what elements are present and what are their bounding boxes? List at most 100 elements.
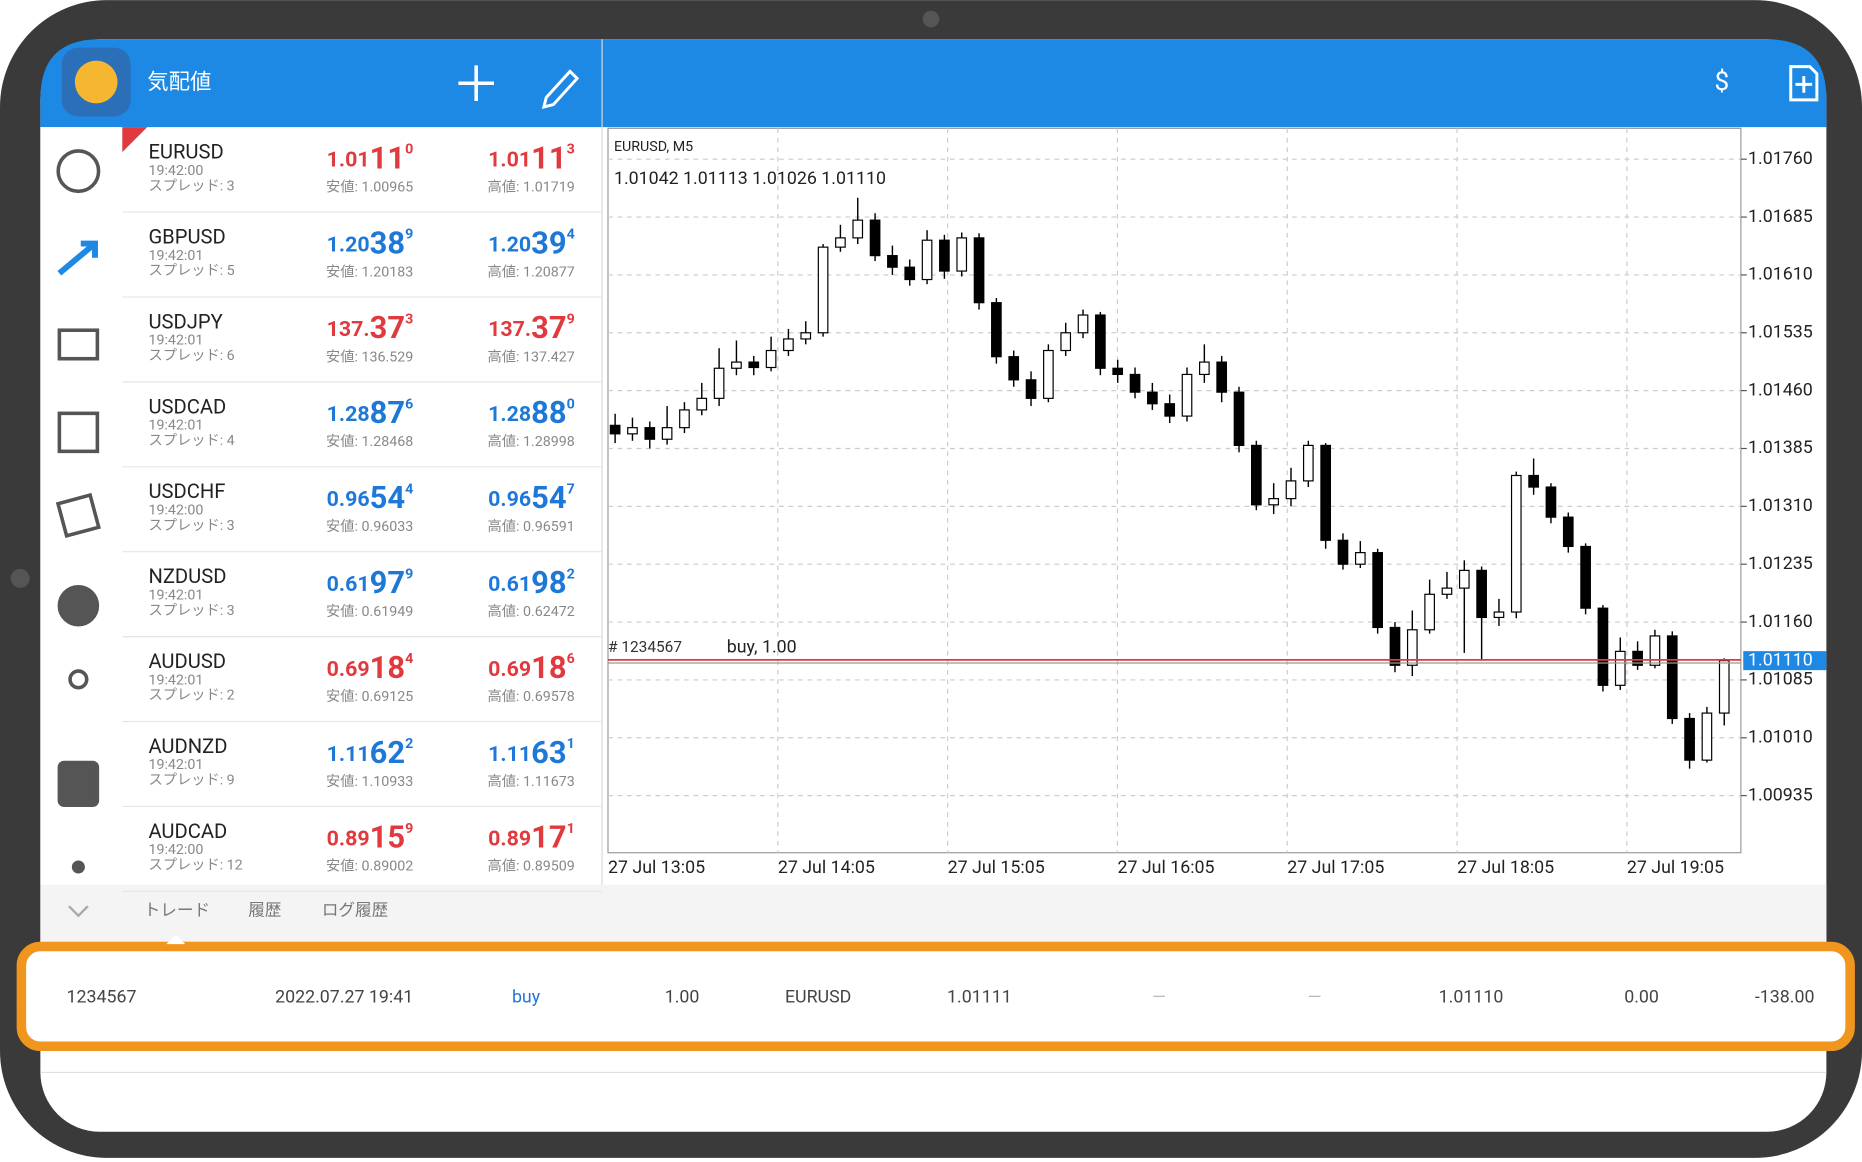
candle-body [1493, 611, 1505, 619]
bid-part: 1.11 [327, 741, 370, 766]
candle-body [1181, 373, 1193, 417]
bid-part: 1.20 [327, 232, 370, 257]
ask-part: 39 [531, 224, 566, 261]
candle-body [1545, 486, 1557, 518]
ask-part: 17 [531, 819, 566, 856]
bid-part: 37 [370, 309, 405, 346]
ask-price: 0.61982 [488, 564, 575, 601]
ask-part: 88 [531, 394, 566, 431]
add-button[interactable] [458, 65, 494, 102]
low-price: 安値: 0.61949 [326, 603, 413, 620]
order-label: buy, 1.00 [727, 637, 797, 658]
bid-price: 1.28876 [327, 394, 414, 431]
candle-body [1250, 444, 1262, 506]
candle-body [1060, 332, 1072, 352]
ask-part: 1.28 [488, 402, 531, 427]
symbol: AUDNZD [148, 734, 227, 758]
bid-part: 87 [370, 394, 405, 431]
low-price: 安値: 0.96033 [326, 518, 413, 535]
nav-quotes[interactable] [56, 149, 101, 194]
ohlc-text: 1.01042 1.01113 1.01026 1.01110 [614, 168, 886, 189]
bid-part: 62 [370, 734, 405, 771]
candle-body [1268, 498, 1280, 506]
trade-cell: 1.01111 [947, 986, 1012, 1007]
low-price: 安値: 1.10933 [326, 773, 413, 790]
candle-body [1354, 552, 1366, 565]
candle-body [1597, 607, 1609, 686]
collapse-button[interactable] [68, 905, 89, 918]
nav-news[interactable] [57, 411, 100, 454]
candle-body [1164, 403, 1176, 417]
bid-part: 97 [370, 564, 405, 601]
candle-body [1684, 717, 1695, 761]
nav-chat[interactable] [57, 584, 100, 627]
bid-part: 15 [370, 819, 405, 856]
candle-body [1580, 545, 1591, 609]
ask-part: 0.61 [488, 572, 531, 597]
x-tick-label: 27 Jul 18:05 [1457, 857, 1554, 878]
new-order-button[interactable] [1789, 65, 1819, 102]
ask-part: 1 [567, 821, 575, 837]
nav-icons [55, 149, 101, 874]
ask-price: 0.89171 [488, 819, 575, 856]
ask-part: 6 [567, 651, 575, 667]
ask-part: 137. [488, 317, 531, 342]
nav-mail[interactable] [57, 328, 100, 361]
bid-price: 137.373 [327, 309, 414, 346]
bid-part: 9 [405, 226, 413, 242]
bid-part: 11 [370, 140, 405, 177]
bid-price: 0.69184 [327, 649, 414, 686]
bid-part: 4 [405, 481, 413, 497]
tab[interactable]: ログ履歴 [322, 900, 388, 920]
candle-body [1025, 379, 1037, 399]
candle-body [1095, 314, 1106, 369]
low-price: 安値: 0.69125 [326, 688, 413, 705]
y-tick-label: 1.01010 [1748, 726, 1813, 747]
candle-body [904, 266, 916, 281]
nav-trade[interactable] [57, 240, 98, 276]
edit-button[interactable] [541, 69, 580, 110]
bid-price: 0.89159 [327, 819, 414, 856]
candle-body [1649, 635, 1661, 666]
spread: スプレッド: 4 [148, 432, 234, 449]
x-tick-label: 27 Jul 19:05 [1627, 857, 1724, 878]
y-tick-label: 1.01385 [1748, 437, 1813, 458]
trade-cell: 1234567 [67, 986, 137, 1007]
high-price: 高値: 1.01719 [487, 178, 574, 195]
nav-market[interactable] [57, 760, 100, 807]
trade-button[interactable]: $ [1715, 67, 1730, 97]
ask-part: 4 [567, 226, 575, 242]
bid-part: 0.96 [327, 487, 370, 512]
candle-body [1510, 474, 1522, 613]
trade-cell: — [1152, 986, 1166, 1007]
candle-body [1666, 635, 1678, 720]
nav-community[interactable] [68, 669, 89, 690]
x-tick-label: 27 Jul 16:05 [1117, 857, 1214, 878]
bid-price: 1.20389 [327, 224, 414, 261]
candle-body [956, 237, 968, 272]
nav-calendar[interactable] [55, 492, 101, 539]
price-box [1743, 651, 1827, 671]
trade-cell: 1.00 [665, 986, 700, 1007]
candle-body [835, 237, 846, 248]
nav-signals[interactable] [71, 860, 85, 874]
toolbar-title: 気配値 [147, 70, 211, 95]
spread: スプレッド: 2 [148, 687, 234, 704]
camera [922, 10, 940, 28]
y-tick-label: 1.01760 [1748, 148, 1813, 169]
tab[interactable]: トレード [144, 901, 210, 920]
ask-price: 1.01113 [488, 140, 575, 177]
bid-price: 1.01110 [327, 140, 414, 177]
symbol: USDCAD [148, 394, 226, 418]
bid-part: 18 [370, 649, 405, 686]
ask-part: 37 [531, 309, 566, 346]
candle-body [1528, 474, 1539, 488]
candle-body [713, 367, 725, 399]
candle-body [1008, 356, 1020, 381]
y-tick-label: 1.01535 [1748, 321, 1813, 342]
symbol: AUDCAD [148, 819, 227, 843]
side-button [10, 568, 30, 588]
tab[interactable]: 履歴 [248, 901, 281, 920]
trade-cell: EURUSD [785, 986, 851, 1007]
high-price: 高値: 0.89509 [487, 858, 574, 875]
